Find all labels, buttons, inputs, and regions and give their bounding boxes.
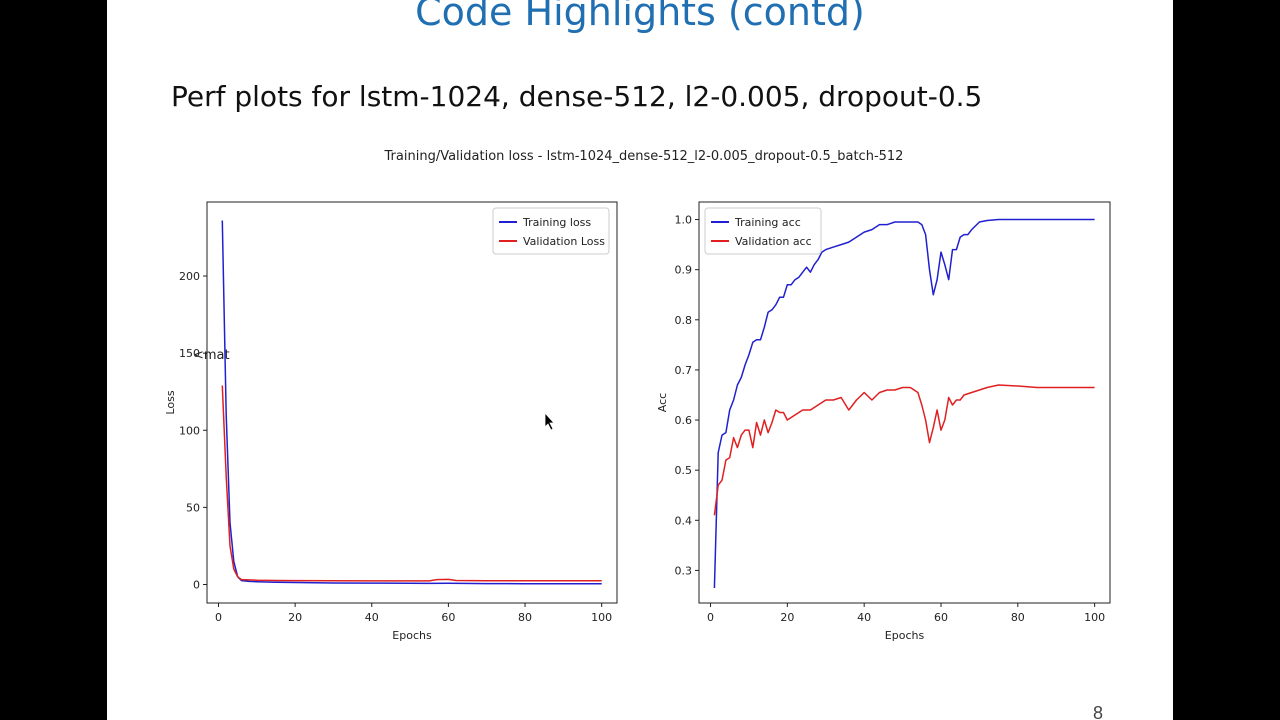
acc-series-training-acc — [713, 218, 1095, 589]
loss-xtick-label: 80 — [518, 611, 532, 624]
acc-ytick-label: 0.7 — [675, 364, 693, 377]
loss-ytick-label: 200 — [179, 270, 200, 283]
loss-ylabel: Loss — [164, 390, 177, 414]
acc-legend-box — [704, 207, 822, 255]
slide: Code Highlights (contd) Perf plots for l… — [107, 0, 1173, 720]
loss-xtick-label: 20 — [288, 611, 302, 624]
acc-xtick-label: 60 — [934, 611, 948, 624]
figure: Training/Validation loss - lstm-1024_den… — [164, 149, 1111, 642]
acc-xtick-label: 20 — [780, 611, 794, 624]
acc-xlabel: Epochs — [885, 629, 925, 642]
mouse-cursor-icon — [544, 411, 555, 431]
loss-ytick-label: 50 — [186, 501, 200, 514]
acc-ylabel: Acc — [656, 393, 669, 412]
acc-ytick-label: 0.9 — [675, 264, 693, 277]
loss-xtick-label: 0 — [215, 611, 222, 624]
loss-ytick-label: 0 — [193, 578, 200, 591]
loss-series-validation-loss — [221, 385, 602, 582]
loss-xlabel: Epochs — [392, 629, 432, 642]
acc-ytick-label: 0.4 — [675, 514, 693, 527]
acc-axes-frame — [698, 201, 1111, 604]
figure-suptitle: Training/Validation loss - lstm-1024_den… — [384, 149, 904, 164]
slide-subtitle: Perf plots for lstm-1024, dense-512, l2-… — [171, 80, 983, 113]
loss-ytick-label: 150 — [179, 347, 200, 360]
acc-xtick-label: 100 — [1084, 611, 1105, 624]
slide-title: Code Highlights (contd) — [415, 0, 865, 34]
loss-xtick-label: 60 — [441, 611, 455, 624]
acc-chart: 0 20 40 60 80 100 0.3 0.4 0.5 0.6 0.7 0.8 0.9 1.0 Epoc… — [656, 201, 1111, 642]
loss-ytick-label: 100 — [179, 424, 200, 437]
loss-series-training-loss — [221, 220, 602, 585]
loss-legend: Training loss Validation Loss — [492, 207, 610, 255]
acc-xtick-label: 0 — [707, 611, 714, 624]
acc-series-validation-acc — [713, 384, 1095, 516]
loss-xtick-label: 100 — [591, 611, 612, 624]
acc-legend-label: Training acc — [734, 216, 801, 229]
page-number: 8 — [1093, 703, 1104, 720]
acc-ytick-label: 0.8 — [675, 314, 693, 327]
loss-legend-label: Validation Loss — [523, 235, 605, 248]
acc-ytick-label: 0.3 — [675, 564, 693, 577]
acc-ytick-label: 0.6 — [675, 414, 693, 427]
acc-xtick-label: 80 — [1011, 611, 1025, 624]
loss-legend-label: Training loss — [522, 216, 591, 229]
loss-chart: 0 20 40 60 80 100 0 50 100 150 200 Epochs Loss Traini… — [164, 201, 618, 642]
acc-legend-label: Validation acc — [735, 235, 812, 248]
loss-legend-box — [492, 207, 610, 255]
acc-xtick-label: 40 — [857, 611, 871, 624]
loss-xtick-label: 40 — [365, 611, 379, 624]
loss-axes-frame — [206, 201, 618, 604]
acc-legend: Training acc Validation acc — [704, 207, 822, 255]
stray-text: <mat — [193, 348, 230, 363]
acc-ytick-label: 1.0 — [675, 214, 693, 227]
acc-ytick-label: 0.5 — [675, 464, 693, 477]
